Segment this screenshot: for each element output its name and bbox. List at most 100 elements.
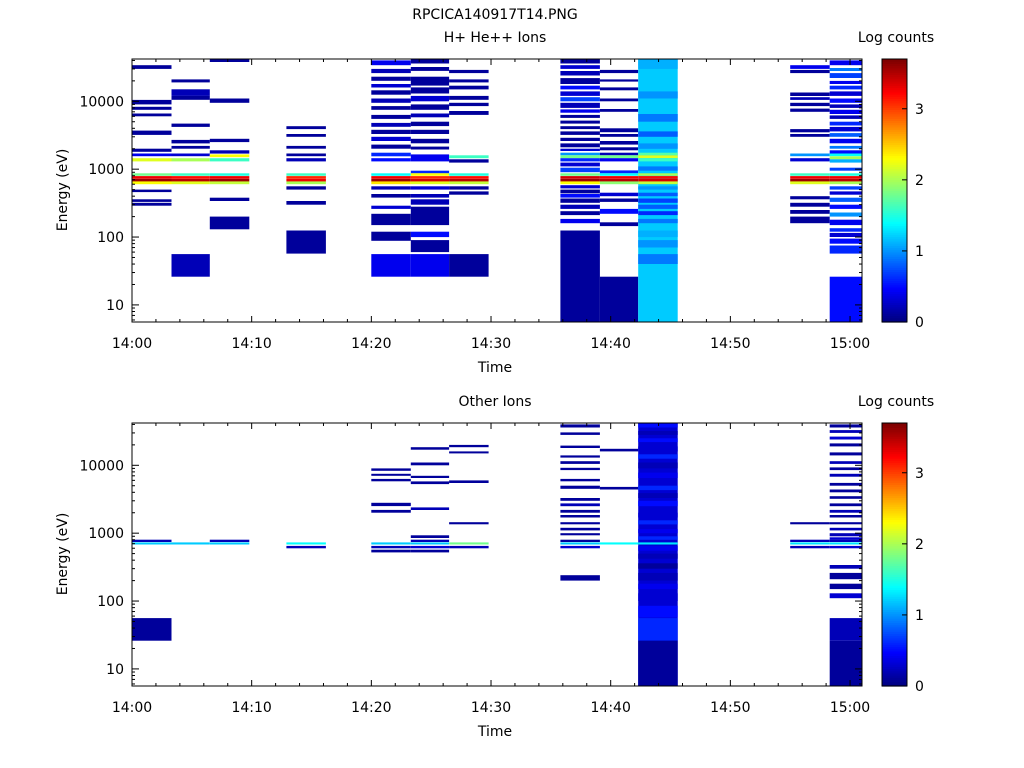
- heatmap-cell: [829, 173, 862, 176]
- heatmap-cell: [560, 158, 600, 162]
- heatmap-cell: [371, 509, 411, 513]
- colorbar-swatch: [882, 530, 907, 534]
- colorbar-swatch: [882, 475, 907, 479]
- colorbar-swatch: [882, 273, 907, 277]
- heatmap-cell: [790, 173, 830, 176]
- heatmap-cell: [209, 181, 250, 185]
- heatmap-cell: [829, 537, 862, 540]
- colorbar-swatch: [882, 214, 907, 218]
- colorbar-swatch: [882, 613, 907, 617]
- heatmap-cell: [829, 150, 862, 154]
- colorbar-swatch: [882, 140, 907, 143]
- colorbar-swatch: [882, 225, 907, 229]
- colorbar-swatch: [882, 297, 907, 301]
- colorbar-swatch: [882, 655, 907, 659]
- panel-2-axes: 14:00 14:10 14:20 14:30 14:40 14:50 15:00 10 100…: [79, 422, 870, 716]
- heatmap-cell: [171, 153, 210, 157]
- heatmap-cell: [829, 452, 862, 456]
- heatmap-cell: [829, 176, 862, 179]
- colorbar-swatch: [882, 681, 907, 685]
- colorbar-swatch: [882, 664, 907, 667]
- heatmap-cell: [560, 78, 600, 84]
- heatmap-cell: [560, 198, 600, 203]
- y-tick-label: 100: [97, 230, 124, 246]
- colorbar-swatch: [882, 615, 907, 619]
- colorbar-swatch: [882, 308, 907, 312]
- heatmap-cell: [171, 173, 210, 176]
- colorbar-swatch: [882, 469, 907, 472]
- colorbar-swatch: [882, 545, 907, 549]
- y-tick-label: 1000: [88, 526, 124, 542]
- heatmap-cell: [560, 131, 600, 135]
- colorbar-swatch: [882, 462, 907, 466]
- heatmap-cell: [599, 152, 639, 156]
- heatmap-cell: [209, 173, 250, 176]
- heatmap-cell: [560, 155, 600, 159]
- heatmap-cell: [560, 178, 600, 182]
- heatmap-cell: [286, 201, 326, 205]
- heatmap-cell: [638, 423, 678, 428]
- colorbar-swatch: [882, 115, 907, 119]
- colorbar-swatch: [882, 523, 907, 527]
- heatmap-cell: [286, 178, 326, 182]
- heatmap-cell: [638, 529, 678, 534]
- heatmap-cell: [410, 535, 450, 538]
- heatmap-cell: [132, 176, 172, 179]
- colorbar-swatch: [882, 306, 907, 310]
- heatmap-cell: [829, 80, 862, 84]
- colorbar-swatch: [882, 598, 907, 602]
- heatmap-cell: [638, 181, 678, 185]
- x-tick-label: 15:00: [830, 336, 870, 352]
- heatmap-cell: [599, 173, 639, 176]
- x-tick-label: 14:00: [112, 336, 152, 352]
- heatmap-cell: [209, 138, 250, 143]
- heatmap-cell: [790, 216, 830, 224]
- colorbar-swatch: [882, 488, 907, 492]
- heatmap-cell: [829, 85, 862, 90]
- heatmap-cell: [449, 522, 489, 525]
- heatmap-cell: [829, 276, 862, 322]
- heatmap-cell: [209, 176, 250, 179]
- colorbar-swatch: [882, 501, 907, 505]
- heatmap-cell: [599, 170, 639, 174]
- colorbar-swatch: [882, 550, 907, 553]
- heatmap-cell: [560, 575, 600, 581]
- heatmap-cell: [209, 542, 250, 545]
- colorbar-swatch: [882, 626, 907, 630]
- heatmap-cell: [209, 98, 250, 103]
- colorbar-swatch: [882, 436, 907, 439]
- heatmap-cell: [599, 176, 639, 179]
- heatmap-cell: [371, 178, 411, 182]
- heatmap-cell: [371, 129, 411, 134]
- colorbar-swatch: [882, 464, 907, 468]
- heatmap-cell: [371, 194, 411, 198]
- heatmap-cell: [790, 202, 830, 207]
- colorbar-swatch: [882, 186, 907, 189]
- colorbar-swatch: [882, 479, 907, 483]
- colorbar-swatch: [882, 313, 907, 317]
- heatmap-cell: [560, 527, 600, 531]
- heatmap-cell: [410, 481, 450, 485]
- heatmap-cell: [638, 178, 678, 182]
- heatmap-cell: [829, 238, 862, 244]
- panel-1-xlabel: Time: [477, 360, 512, 376]
- colorbar-swatch: [882, 157, 907, 161]
- heatmap-cell: [638, 462, 678, 469]
- colorbar-swatch: [882, 622, 907, 626]
- heatmap-cell: [829, 593, 862, 599]
- heatmap-cell: [638, 198, 678, 203]
- colorbar-swatch: [882, 212, 907, 216]
- heatmap-cell: [371, 106, 411, 110]
- heatmap-cell: [790, 542, 830, 545]
- heatmap-cell: [410, 104, 450, 110]
- heatmap-cell: [449, 451, 489, 454]
- heatmap-cell: [790, 97, 830, 100]
- heatmap-cell: [371, 152, 411, 157]
- heatmap-cell: [410, 199, 450, 205]
- heatmap-cell: [410, 138, 450, 144]
- heatmap-cell: [829, 489, 862, 493]
- colorbar-swatch: [882, 162, 907, 165]
- x-tick-label: 14:00: [112, 700, 152, 716]
- heatmap-cell: [209, 216, 250, 230]
- colorbar-swatch: [882, 109, 907, 113]
